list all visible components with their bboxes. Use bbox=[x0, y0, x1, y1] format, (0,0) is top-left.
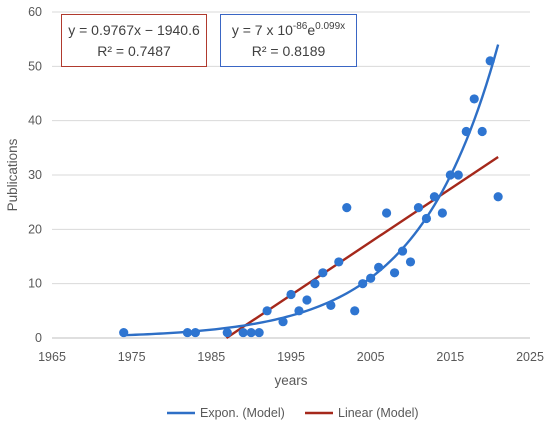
x-tick-labels: 1965 1975 1985 1995 2005 2015 2025 bbox=[38, 350, 544, 364]
data-point bbox=[326, 300, 336, 310]
data-point bbox=[222, 327, 232, 338]
legend: Expon. (Model) Linear (Model) bbox=[167, 406, 419, 420]
x-tick-label: 1965 bbox=[38, 350, 66, 364]
data-point bbox=[437, 208, 447, 218]
data-point bbox=[182, 327, 193, 338]
y-tick-label: 30 bbox=[28, 168, 42, 182]
data-point bbox=[429, 192, 439, 202]
exponential-trendline bbox=[123, 44, 500, 337]
data-point bbox=[119, 327, 129, 338]
data-point bbox=[469, 94, 479, 104]
data-point bbox=[374, 262, 384, 272]
data-point bbox=[246, 327, 256, 338]
y-axis-title: Publications bbox=[5, 138, 20, 211]
legend-label-expon: Expon. (Model) bbox=[200, 406, 285, 420]
linear-trendline bbox=[225, 156, 499, 339]
data-point bbox=[405, 257, 416, 267]
data-point bbox=[477, 126, 487, 137]
linear-r-squared: R² = 0.7487 bbox=[97, 43, 171, 59]
data-point bbox=[278, 317, 288, 327]
data-point bbox=[342, 203, 352, 213]
data-point bbox=[190, 327, 200, 338]
data-point bbox=[318, 268, 328, 278]
data-point bbox=[445, 170, 455, 180]
data-point bbox=[286, 289, 296, 300]
data-point bbox=[413, 203, 424, 213]
data-point bbox=[358, 279, 368, 289]
exponential-equation-box: y = 7 x 10-86e0.099x R² = 0.8189 bbox=[220, 14, 357, 67]
x-tick-label: 2025 bbox=[516, 350, 544, 364]
data-point bbox=[262, 306, 272, 316]
x-axis-title: years bbox=[274, 373, 307, 388]
y-tick-labels: 0 10 20 30 40 50 60 bbox=[28, 5, 42, 345]
data-point bbox=[366, 273, 376, 283]
y-tick-label: 40 bbox=[28, 114, 42, 128]
x-tick-label: 1985 bbox=[197, 350, 225, 364]
x-tick-label: 1975 bbox=[118, 350, 146, 364]
linear-equation-box: y = 0.9767x − 1940.6 R² = 0.7487 bbox=[61, 14, 207, 67]
data-points bbox=[119, 56, 503, 338]
y-tick-label: 50 bbox=[28, 59, 42, 73]
y-tick-label: 20 bbox=[28, 222, 42, 236]
x-tick-label: 2005 bbox=[357, 350, 385, 364]
y-tick-label: 0 bbox=[35, 331, 42, 345]
legend-label-linear: Linear (Model) bbox=[338, 406, 419, 420]
data-point bbox=[485, 56, 495, 66]
data-point bbox=[493, 192, 503, 202]
data-point bbox=[294, 306, 304, 316]
data-point bbox=[350, 306, 360, 316]
x-tick-label: 1995 bbox=[277, 350, 305, 364]
data-point bbox=[397, 246, 408, 256]
x-tick-label: 2015 bbox=[436, 350, 464, 364]
y-tick-label: 10 bbox=[28, 277, 42, 291]
data-point bbox=[238, 327, 248, 338]
y-tick-label: 60 bbox=[28, 5, 42, 19]
data-point bbox=[382, 208, 392, 218]
exponential-equation: y = 7 x 10-86e0.099x bbox=[231, 21, 346, 39]
data-point bbox=[254, 327, 264, 338]
data-point bbox=[389, 268, 400, 278]
data-point bbox=[421, 213, 432, 224]
exponential-r-squared: R² = 0.8189 bbox=[251, 43, 326, 59]
data-point bbox=[310, 279, 320, 289]
data-point bbox=[453, 170, 463, 180]
data-point bbox=[334, 257, 344, 267]
data-point bbox=[302, 295, 312, 305]
data-point bbox=[461, 126, 471, 137]
linear-equation: y = 0.9767x − 1940.6 bbox=[68, 22, 200, 38]
